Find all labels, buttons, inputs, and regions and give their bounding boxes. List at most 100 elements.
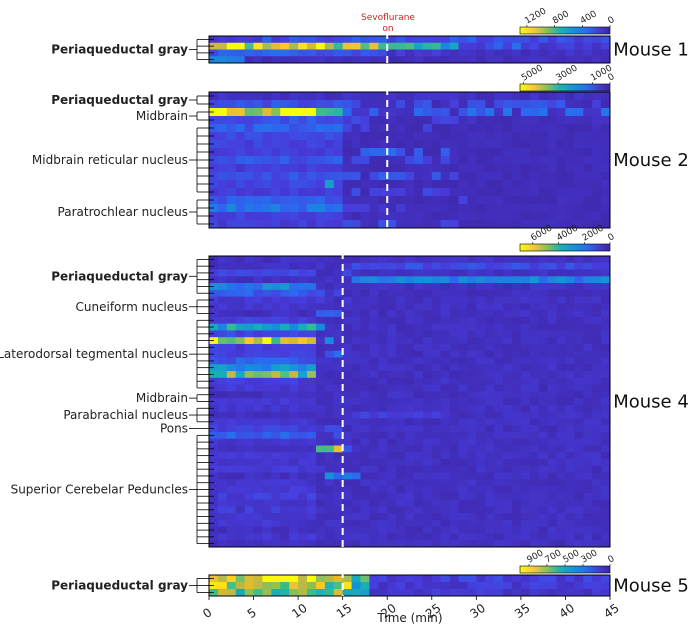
heatmap-cell: [235, 459, 246, 467]
heatmap-cell: [422, 377, 433, 385]
heatmap-cell: [235, 323, 246, 331]
heatmap-cell: [529, 156, 540, 165]
heatmap-cell: [511, 398, 522, 406]
heatmap-cell: [494, 411, 504, 419]
heatmap-cell: [369, 330, 379, 338]
heatmap-cell: [271, 42, 281, 50]
heatmap-cell: [298, 212, 308, 221]
heatmap-cell: [592, 262, 602, 270]
heatmap-cell: [262, 479, 272, 487]
heatmap-cell: [307, 513, 317, 521]
mouse-label: Mouse 1: [613, 40, 689, 61]
heatmap-cell: [396, 156, 406, 165]
heatmap-cell: [280, 486, 290, 494]
heatmap-cell: [529, 398, 540, 406]
heatmap-cell: [547, 303, 557, 311]
heatmap-cell: [360, 589, 370, 597]
heatmap-cell: [333, 269, 344, 277]
heatmap-cell: [226, 56, 237, 64]
heatmap-cell: [449, 445, 459, 453]
heatmap-cell: [583, 310, 593, 318]
heatmap-cell: [405, 519, 415, 528]
heatmap-cell: [226, 479, 237, 487]
heatmap-cell: [315, 506, 326, 514]
heatmap-cell: [369, 49, 379, 57]
heatmap-cell: [574, 283, 584, 291]
heatmap-cell: [342, 56, 352, 64]
heatmap-cell: [217, 486, 228, 494]
heatmap-cell: [298, 540, 308, 548]
heatmap-cell: [333, 411, 344, 419]
heatmap-cell: [217, 398, 228, 406]
heatmap-cell: [315, 499, 326, 507]
heatmap-cell: [529, 42, 540, 50]
heatmap-cell: [289, 100, 299, 109]
heatmap-cell: [503, 269, 513, 277]
heatmap-cell: [503, 486, 513, 494]
heatmap-cell: [503, 323, 513, 331]
row-group-label: Superior Cerebelar Peduncles: [11, 482, 188, 496]
heatmap-cell: [431, 404, 442, 413]
heatmap-cell: [280, 533, 290, 541]
heatmap-cell: [413, 188, 424, 197]
heatmap-cell: [369, 384, 379, 392]
heatmap-cell: [511, 323, 522, 331]
heatmap-cell: [315, 256, 326, 264]
heatmap-cell: [592, 391, 602, 399]
heatmap-cell: [574, 343, 584, 352]
heatmap-cell: [235, 377, 246, 385]
heatmap-cell: [440, 418, 450, 426]
heatmap-cell: [547, 92, 557, 101]
heatmap-cell: [289, 499, 299, 507]
heatmap-cell: [342, 519, 352, 528]
heatmap-cell: [413, 492, 424, 501]
heatmap-cell: [467, 526, 477, 534]
heatmap-cell: [369, 196, 379, 205]
heatmap-cell: [583, 540, 593, 548]
heatmap-cell: [387, 330, 397, 338]
heatmap-cell: [262, 540, 272, 548]
heatmap-cell: [422, 276, 433, 284]
heatmap-cell: [449, 156, 459, 165]
heatmap-cell: [262, 323, 272, 331]
heatmap-cell: [271, 371, 281, 379]
heatmap-cell: [280, 425, 290, 433]
heatmap-cell: [351, 465, 361, 473]
heatmap-cell: [503, 148, 513, 157]
heatmap-cell: [298, 262, 308, 270]
heatmap-cell: [574, 438, 584, 446]
heatmap-cell: [476, 256, 486, 264]
heatmap-cell: [529, 323, 540, 331]
heatmap-cell: [226, 256, 237, 264]
heatmap-cell: [565, 582, 575, 590]
heatmap-cell: [431, 391, 442, 399]
colorbar-tick-label: 0: [607, 72, 617, 84]
heatmap-cell: [583, 519, 593, 528]
heatmap-cell: [556, 337, 566, 345]
heatmap-cell: [271, 479, 281, 487]
heatmap-cell: [556, 371, 566, 379]
heatmap-cell: [387, 36, 397, 44]
heatmap-cell: [440, 323, 450, 331]
heatmap-cell: [592, 438, 602, 446]
heatmap-cell: [440, 377, 450, 385]
heatmap-cell: [298, 289, 308, 298]
heatmap-cell: [556, 540, 566, 548]
heatmap-cell: [601, 42, 611, 50]
heatmap-cell: [369, 92, 379, 101]
heatmap-cell: [342, 479, 352, 487]
heatmap-cell: [253, 371, 263, 379]
heatmap-cell: [574, 364, 584, 372]
heatmap-cell: [378, 499, 388, 507]
heatmap-cell: [271, 486, 281, 494]
heatmap-cell: [485, 140, 495, 149]
heatmap-cell: [226, 486, 237, 494]
heatmap-cell: [369, 56, 379, 64]
heatmap-cell: [547, 459, 557, 467]
heatmap-cell: [271, 323, 281, 331]
heatmap-cell: [378, 384, 388, 392]
heatmap-cell: [440, 486, 450, 494]
heatmap-cell: [378, 148, 388, 157]
heatmap-cell: [520, 140, 531, 149]
heatmap-cell: [592, 276, 602, 284]
